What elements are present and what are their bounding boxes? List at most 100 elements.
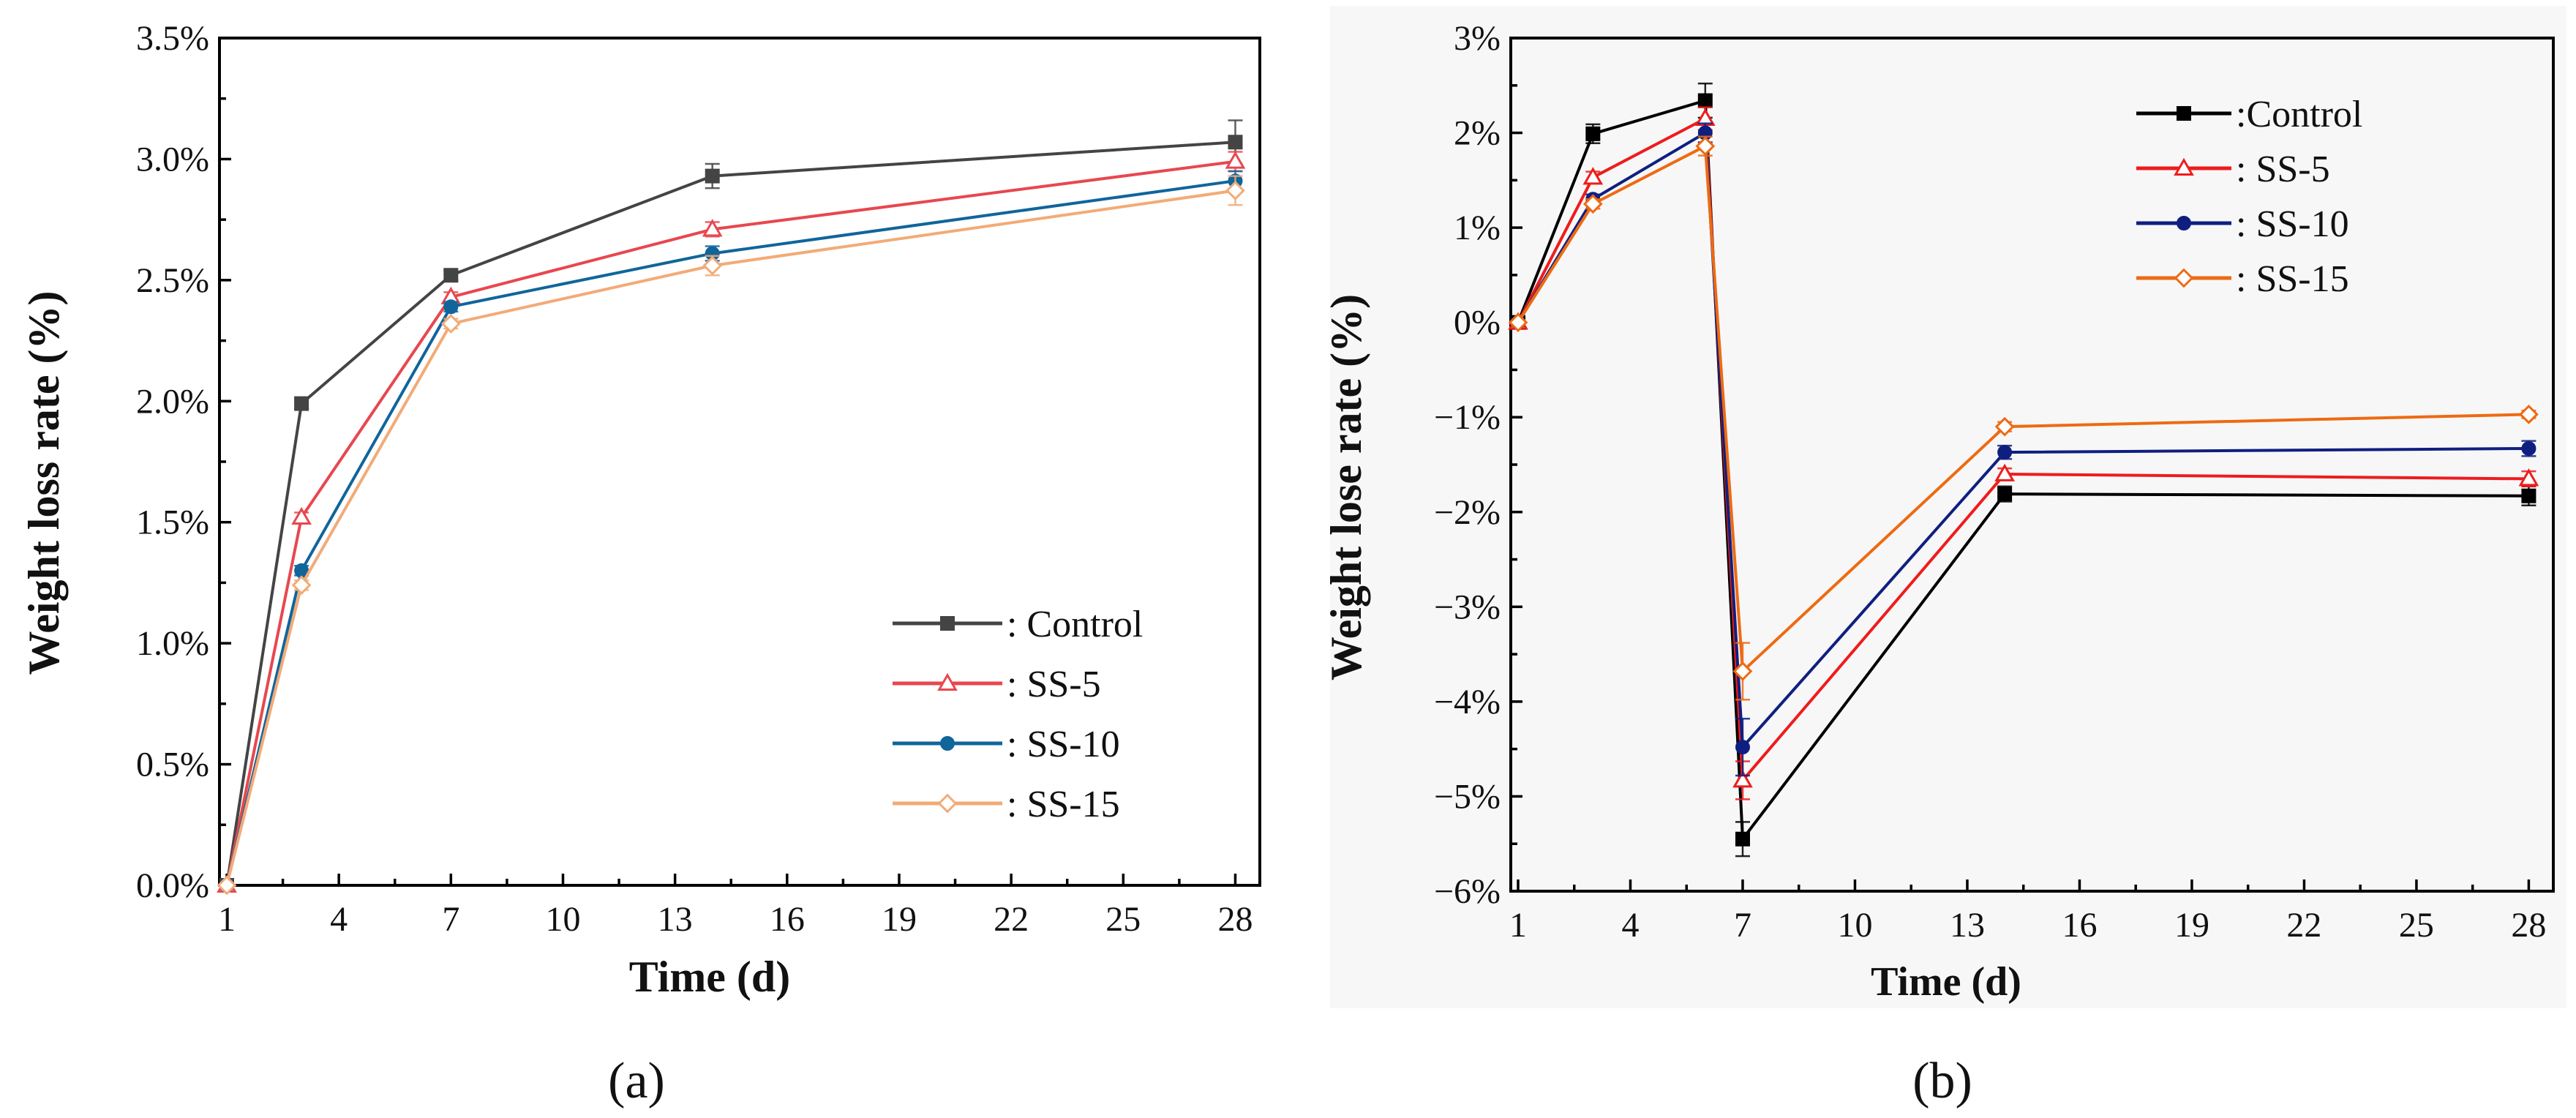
data-point: [1997, 445, 2013, 460]
data-point: [443, 299, 459, 315]
legend-marker: [937, 793, 958, 814]
x-tick-label-b: 19: [2174, 906, 2209, 945]
y-tick-label-b: 3%: [1454, 19, 1501, 58]
x-tick-label-a: 22: [994, 900, 1029, 939]
y-tick-label-a: 0.0%: [136, 866, 209, 905]
legend-marker: [2177, 216, 2191, 230]
legend-marker: [940, 736, 955, 751]
x-tick-label-a: 1: [218, 900, 236, 939]
legend-a: : Control : SS-5 : SS-10 : SS-15: [893, 604, 1143, 825]
y-axis-title-b: Weight lose rate (%): [1322, 294, 1370, 680]
x-tick-label-b: 22: [2286, 906, 2321, 945]
data-point: [1997, 487, 2013, 502]
legend-label: : SS-10: [2236, 203, 2349, 245]
x-tick-label-b: 7: [1734, 906, 1751, 945]
data-point: [1225, 151, 1246, 169]
panel-label-b: (b): [1912, 1053, 1972, 1109]
x-tick-label-b: 28: [2511, 906, 2546, 945]
data-point: [1732, 661, 1753, 681]
x-tick-label-b: 10: [1837, 906, 1872, 945]
data-point: [2521, 440, 2536, 456]
data-point: [1585, 126, 1601, 141]
panel-a: Weight loss rate (%) Time (d) (a) 0.0% 0.…: [20, 19, 1261, 1109]
y-tick-label-a: 2.5%: [136, 261, 209, 300]
data-point: [1508, 312, 1528, 333]
data-point: [2518, 468, 2539, 487]
x-tick-label-a: 13: [658, 900, 693, 939]
x-tick-label-a: 16: [770, 900, 805, 939]
data-point: [2521, 488, 2536, 503]
x-tick-label-a: 19: [882, 900, 917, 939]
x-tick-label-a: 10: [545, 900, 580, 939]
series-line: [1517, 131, 2529, 749]
data-point: [1732, 770, 1753, 788]
series-b-3: [1508, 135, 2539, 701]
series-a-3: [217, 175, 1245, 896]
y-tick-label-b: −1%: [1434, 398, 1501, 437]
y-tick-label-b: 1%: [1454, 209, 1501, 247]
y-tick-label-a: 2.0%: [136, 382, 209, 421]
x-axis-title-a: Time (d): [629, 953, 791, 1001]
data-point: [2519, 404, 2539, 424]
legend-label: : Control: [1007, 604, 1143, 645]
data-point: [1582, 194, 1603, 214]
legend-marker: [940, 616, 955, 631]
y-tick-label-b: −3%: [1434, 588, 1501, 626]
data-point: [702, 255, 723, 276]
legend-label: : SS-15: [1007, 784, 1120, 825]
legend-label: : SS-15: [2236, 258, 2349, 300]
data-point: [291, 506, 312, 525]
x-tick-label-b: 13: [1950, 906, 1985, 945]
y-tick-label-b: 2%: [1454, 114, 1501, 153]
legend-label: : SS-10: [1007, 724, 1120, 765]
data-point: [1994, 463, 2015, 481]
y-axis-title-a: Weight loss rate (%): [20, 291, 68, 675]
data-point: [1228, 135, 1243, 150]
x-tick-label-b: 16: [2062, 906, 2097, 945]
y-tick-label-b: 0%: [1454, 304, 1501, 342]
legend-marker: [2174, 157, 2194, 176]
x-tick-label-a: 7: [442, 900, 459, 939]
data-point: [217, 875, 237, 896]
panel-label-a: (a): [608, 1053, 665, 1109]
x-tick-label-b: 1: [1509, 906, 1527, 945]
data-point: [1695, 136, 1716, 157]
y-tick-label-b: −4%: [1434, 683, 1501, 721]
x-tick-label-b: 25: [2399, 906, 2434, 945]
data-point: [294, 396, 309, 411]
x-tick-label-a: 28: [1217, 900, 1253, 939]
data-point: [702, 219, 723, 237]
legend-marker: [2177, 106, 2191, 121]
y-tick-label-a: 0.5%: [136, 746, 209, 784]
legend-b: :Control : SS-5 : SS-10 : SS-15: [2136, 94, 2362, 300]
x-tick-label-b: 4: [1621, 906, 1639, 945]
x-tick-label-a: 25: [1105, 900, 1141, 939]
data-point: [440, 314, 461, 334]
legend-label: :Control: [2236, 94, 2362, 135]
y-tick-label-a: 3.0%: [136, 140, 209, 179]
legend-marker: [2174, 268, 2194, 288]
panel-b: Weight lose rate (%) Time (d) (b) −6% −5%…: [1322, 6, 2566, 1109]
x-tick-label-a: 4: [330, 900, 348, 939]
legend-marker: [937, 672, 958, 691]
data-point: [1994, 416, 2015, 437]
data-point: [291, 575, 312, 596]
y-tick-label-a: 1.5%: [136, 503, 209, 542]
legend-label: : SS-5: [1007, 664, 1101, 705]
data-point: [443, 268, 459, 283]
y-tick-label-a: 1.0%: [136, 624, 209, 663]
data-point: [1735, 831, 1750, 847]
y-tick-label-a: 3.5%: [136, 19, 209, 58]
data-point: [705, 168, 720, 184]
y-tick-label-b: −6%: [1434, 872, 1501, 911]
y-tick-label-b: −5%: [1434, 777, 1501, 816]
data-point: [1735, 740, 1750, 755]
legend-label: : SS-5: [2236, 149, 2330, 190]
data-point: [1582, 167, 1604, 185]
data-point: [1225, 181, 1245, 200]
data-point: [1697, 93, 1713, 108]
series-line: [1517, 144, 2529, 673]
x-axis-title-b: Time (d): [1871, 959, 2021, 1005]
y-tick-label-b: −2%: [1434, 493, 1501, 532]
